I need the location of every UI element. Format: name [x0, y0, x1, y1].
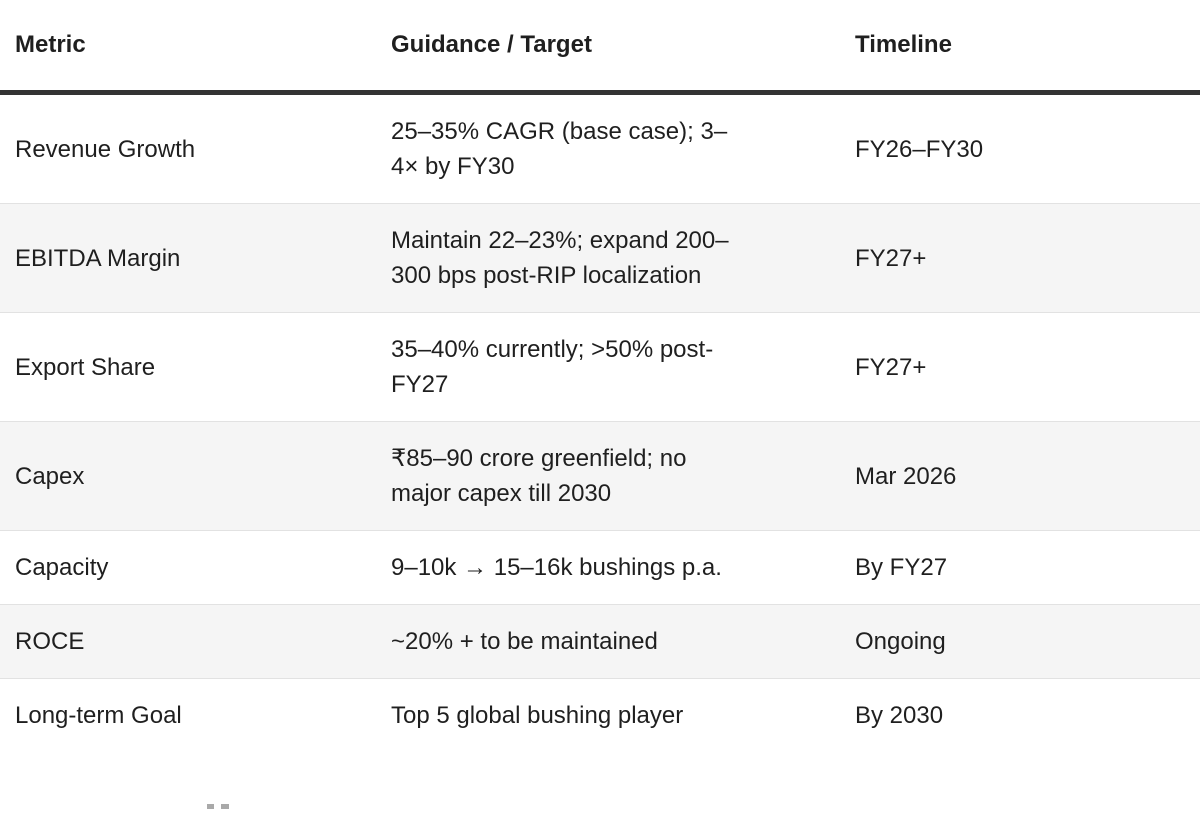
table-row: Long-term Goal Top 5 global bushing play… — [0, 679, 1200, 753]
timeline-cell: FY26–FY30 — [855, 135, 984, 163]
col-header-metric: Metric — [0, 0, 376, 95]
cut-off-mark — [207, 804, 214, 809]
guidance-text: 9–10k → 15–16k bushings p.a. — [391, 554, 722, 581]
timeline-cell: By 2030 — [855, 702, 944, 729]
table-row: EBITDA Margin Maintain 22–23%; expand 20… — [0, 203, 1200, 313]
metric-cell: Revenue Growth — [15, 135, 196, 163]
col-header-guidance: Guidance / Target — [376, 0, 840, 95]
guidance-cell: ~20% + to be maintained — [376, 604, 840, 679]
cut-off-text-artifact — [207, 804, 237, 814]
guidance-cell: 25–35% CAGR (base case); 3–4× by FY30 — [376, 93, 840, 204]
cut-off-mark — [221, 804, 229, 809]
guidance-cell: Maintain 22–23%; expand 200–300 bps post… — [376, 203, 840, 313]
guidance-cell: Top 5 global bushing player — [376, 679, 840, 753]
table-row: Capacity 9–10k → 15–16k bushings p.a. By… — [0, 531, 1200, 605]
guidance-cell: 9–10k → 15–16k bushings p.a. — [376, 531, 840, 605]
table-row: Capex ₹85–90 crore greenfield; no major … — [0, 421, 1200, 531]
guidance-text: 35–40% currently; >50% post-FY27 — [391, 336, 714, 398]
guidance-cell: 35–40% currently; >50% post-FY27 — [376, 313, 840, 422]
guidance-text: Top 5 global bushing player — [391, 702, 684, 729]
timeline-cell: FY27+ — [855, 353, 927, 381]
timeline-cell: Ongoing — [840, 604, 1200, 679]
timeline-cell: Mar 2026 — [840, 421, 1200, 531]
metric-cell: Export Share — [15, 353, 156, 381]
guidance-table: Metric Guidance / Target Timeline Revenu… — [0, 0, 1200, 753]
guidance-cell: ₹85–90 crore greenfield; no major capex … — [376, 421, 840, 531]
guidance-text: 25–35% CAGR (base case); 3–4× by FY30 — [391, 118, 728, 180]
metric-cell: Capacity — [15, 554, 109, 581]
table-row: Export Share 35–40% currently; >50% post… — [0, 313, 1200, 422]
metric-cell: Capex — [0, 421, 376, 531]
header-row: Metric Guidance / Target Timeline — [0, 0, 1200, 95]
guidance-text: ~20% + to be maintained — [391, 628, 658, 655]
metric-cell: EBITDA Margin — [0, 203, 376, 313]
timeline-cell: FY27+ — [840, 203, 1200, 313]
table-row: ROCE ~20% + to be maintained Ongoing — [0, 604, 1200, 679]
metric-cell: ROCE — [0, 604, 376, 679]
table-row: Revenue Growth 25–35% CAGR (base case); … — [0, 93, 1200, 204]
guidance-text: Maintain 22–23%; expand 200–300 bps post… — [391, 227, 729, 289]
metric-cell: Long-term Goal — [15, 702, 182, 729]
timeline-cell: By FY27 — [855, 554, 948, 581]
guidance-text: ₹85–90 crore greenfield; no major capex … — [391, 445, 687, 507]
col-header-timeline: Timeline — [840, 0, 1200, 95]
